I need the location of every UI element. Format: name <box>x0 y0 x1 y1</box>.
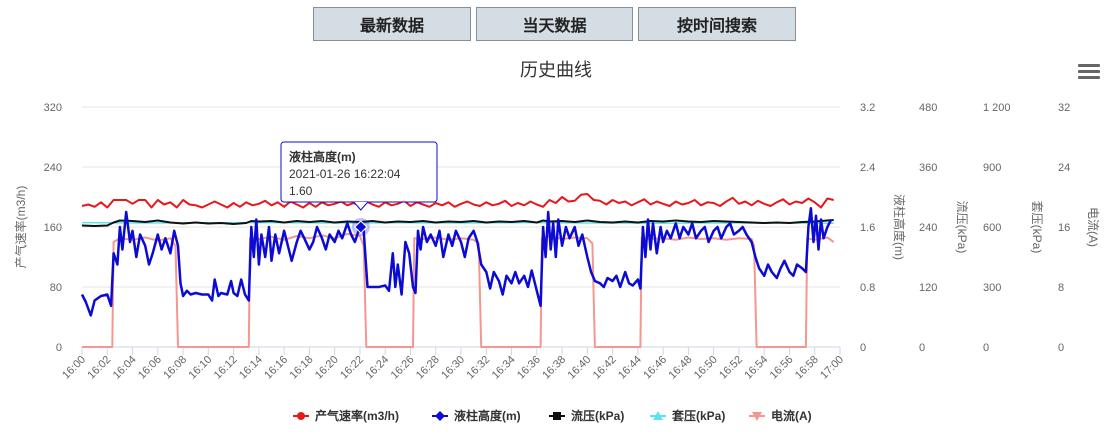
y-axis-label-level: 液柱高度(m) <box>892 194 907 260</box>
x-tick-label: 16:40 <box>566 354 594 382</box>
y-axis-label-casep: 套压(kPa) <box>1030 201 1044 254</box>
y-tick-label-level: 3.2 <box>860 102 875 114</box>
legend-marker-level <box>435 411 445 421</box>
x-tick-label: 16:54 <box>742 354 770 382</box>
x-tick-label: 16:16 <box>262 354 290 382</box>
series-line-gas <box>81 193 834 209</box>
y-tick-label-gas: 160 <box>44 222 62 234</box>
y-tick-label-casep: 0 <box>983 342 989 354</box>
y-tick-label-level: 2.4 <box>860 162 875 174</box>
x-tick-label: 16:36 <box>515 354 543 382</box>
x-tick-label: 16:44 <box>616 354 644 382</box>
y-tick-label-current: 24 <box>1058 162 1070 174</box>
y-tick-label-current: 8 <box>1058 282 1064 294</box>
y-tick-label-flowp: 360 <box>919 162 937 174</box>
tooltip-pointer <box>353 201 369 211</box>
toolbar: 最新数据 当天数据 按时间搜索 <box>313 7 797 43</box>
legend-label-current: 电流(A) <box>771 408 812 423</box>
y-tick-label-flowp: 0 <box>919 342 925 354</box>
y-tick-label-level: 0.8 <box>860 282 875 294</box>
x-tick-label: 16:10 <box>187 354 215 382</box>
tooltip-series-name: 液柱高度(m) <box>289 149 356 164</box>
y-tick-label-flowp: 240 <box>919 222 937 234</box>
y-tick-label-gas: 320 <box>44 102 62 114</box>
x-tick-label: 16:56 <box>768 354 796 382</box>
x-tick-label: 16:42 <box>591 354 619 382</box>
legend-label-casep: 套压(kPa) <box>671 408 725 423</box>
tooltip-value: 1.60 <box>289 184 313 198</box>
y-tick-label-flowp: 480 <box>919 102 937 114</box>
y-tick-label-level: 0 <box>860 342 866 354</box>
x-tick-label: 16:58 <box>793 354 821 382</box>
chart-title: 历史曲线 <box>520 60 592 80</box>
x-tick-label: 16:12 <box>212 354 240 382</box>
x-tick-label: 16:32 <box>464 354 492 382</box>
x-tick-label: 16:04 <box>111 354 139 382</box>
x-tick-label: 16:08 <box>161 354 189 382</box>
series-line-current <box>82 232 835 348</box>
x-tick-label: 16:00 <box>60 354 88 382</box>
y-axis-label-flowp: 流压(kPa) <box>955 201 969 254</box>
x-tick-label: 16:02 <box>85 354 113 382</box>
x-tick-label: 16:30 <box>439 354 467 382</box>
y-tick-label-current: 16 <box>1058 222 1070 234</box>
x-tick-label: 16:52 <box>717 354 745 382</box>
search-by-time-button[interactable]: 按时间搜索 <box>638 7 796 41</box>
y-tick-label-gas: 240 <box>44 162 62 174</box>
x-tick-label: 16:22 <box>338 354 366 382</box>
x-tick-label: 16:34 <box>490 354 518 382</box>
x-tick-label: 16:38 <box>540 354 568 382</box>
y-axis-label-current: 电流(A) <box>1086 207 1100 247</box>
y-tick-label-casep: 300 <box>983 282 1001 294</box>
y-tick-label-gas: 80 <box>50 282 62 294</box>
legend-label-gas: 产气速率(m3/h) <box>315 408 399 423</box>
legend-label-flowp: 流压(kPa) <box>571 408 624 423</box>
x-tick-label: 16:06 <box>136 354 164 382</box>
legend-label-level: 液柱高度(m) <box>454 408 521 423</box>
x-tick-label: 16:50 <box>692 354 720 382</box>
y-tick-label-level: 1.6 <box>860 222 875 234</box>
latest-data-button[interactable]: 最新数据 <box>313 7 471 41</box>
y-axis-label-gas: 产气速率(m3/h) <box>13 186 28 269</box>
series-line-flowp <box>81 219 834 227</box>
y-tick-label-casep: 600 <box>983 222 1001 234</box>
y-tick-label-gas: 0 <box>56 342 62 354</box>
x-tick-label: 16:14 <box>237 354 265 382</box>
legend-marker-gas <box>297 412 305 420</box>
legend-marker-current <box>752 412 762 421</box>
x-tick-label: 16:20 <box>313 354 341 382</box>
today-data-button[interactable]: 当天数据 <box>476 7 633 41</box>
legend-marker-casep <box>653 411 663 420</box>
legend-marker-flowp <box>553 412 561 420</box>
x-tick-label: 16:48 <box>667 354 695 382</box>
x-tick-label: 16:26 <box>389 354 417 382</box>
y-tick-label-current: 32 <box>1058 102 1070 114</box>
x-tick-label: 16:46 <box>641 354 669 382</box>
x-tick-label: 16:28 <box>414 354 442 382</box>
x-tick-label: 17:00 <box>818 354 846 382</box>
hamburger-menu-icon[interactable] <box>1078 64 1100 82</box>
x-tick-label: 16:24 <box>363 354 391 382</box>
y-tick-label-flowp: 120 <box>919 282 937 294</box>
series-line-level <box>80 207 833 317</box>
hover-point-marker <box>354 220 368 234</box>
tooltip-time: 2021-01-26 16:22:04 <box>289 167 401 181</box>
y-tick-label-casep: 900 <box>983 162 1001 174</box>
y-tick-label-current: 0 <box>1058 342 1064 354</box>
x-tick-label: 16:18 <box>288 354 316 382</box>
y-tick-label-casep: 1 200 <box>983 102 1011 114</box>
